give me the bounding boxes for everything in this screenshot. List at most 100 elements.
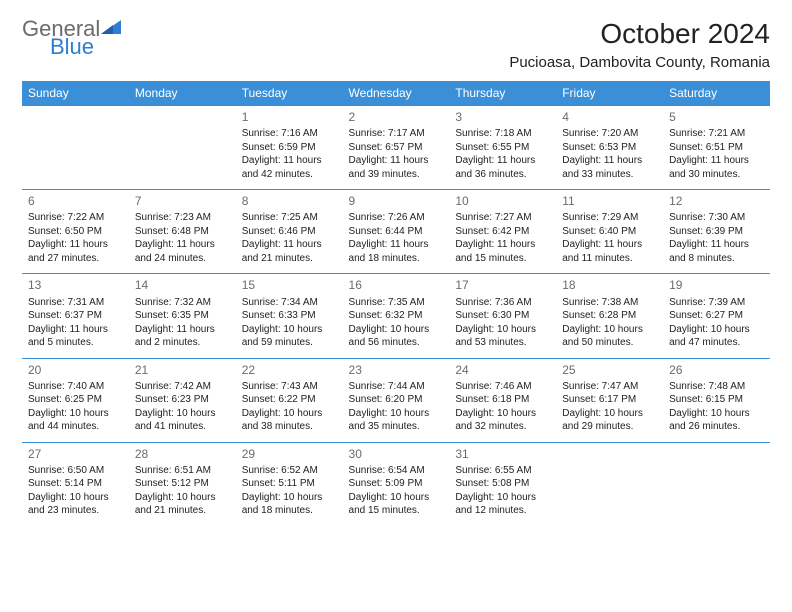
sunrise-line: Sunrise: 7:42 AM — [135, 380, 230, 394]
calendar-week-row: 6 Sunrise: 7:22 AMSunset: 6:50 PM Daylight… — [22, 190, 770, 274]
weekday-header: Friday — [556, 81, 663, 106]
daylight-line: Daylight: 10 hours and 59 minutes. — [242, 323, 337, 350]
day-number: 2 — [349, 109, 444, 125]
title-block: October 2024 Pucioasa, Dambovita County,… — [509, 18, 770, 71]
daylight-line: Daylight: 10 hours and 21 minutes. — [135, 491, 230, 518]
sunrise-line: Sunrise: 6:51 AM — [135, 464, 230, 478]
calendar-day-cell: 3Sunrise: 7:18 AMSunset: 6:55 PMDaylight… — [449, 106, 556, 190]
calendar-day-cell: 6Sunrise: 7:22 AMSunset: 6:50 PMDaylight… — [22, 190, 129, 274]
sunrise-line: Sunrise: 6:55 AM — [455, 464, 550, 478]
sunset-line: Sunset: 6:35 PM — [135, 309, 230, 323]
calendar-day-cell: 21Sunrise: 7:42 AMSunset: 6:23 PMDayligh… — [129, 358, 236, 442]
sunrise-line: Sunrise: 7:40 AM — [28, 380, 123, 394]
daylight-line: Daylight: 10 hours and 26 minutes. — [669, 407, 764, 434]
calendar-day-cell: 28Sunrise: 6:51 AMSunset: 5:12 PMDayligh… — [129, 442, 236, 526]
weekday-header: Monday — [129, 81, 236, 106]
sunset-line: Sunset: 5:09 PM — [349, 477, 444, 491]
brand-triangle-icon — [100, 19, 122, 40]
daylight-line: Daylight: 11 hours and 30 minutes. — [669, 154, 764, 181]
sunset-line: Sunset: 6:25 PM — [28, 393, 123, 407]
calendar-day-cell: 9Sunrise: 7:26 AMSunset: 6:44 PMDaylight… — [343, 190, 450, 274]
calendar-day-cell: 22Sunrise: 7:43 AMSunset: 6:22 PMDayligh… — [236, 358, 343, 442]
day-number: 3 — [455, 109, 550, 125]
sunrise-line: Sunrise: 7:35 AM — [349, 296, 444, 310]
daylight-line: Daylight: 11 hours and 15 minutes. — [455, 238, 550, 265]
calendar-day-cell: 31Sunrise: 6:55 AMSunset: 5:08 PMDayligh… — [449, 442, 556, 526]
brand-logo: General Blue — [22, 18, 122, 58]
day-number: 8 — [242, 193, 337, 209]
calendar-day-cell: 16Sunrise: 7:35 AMSunset: 6:32 PMDayligh… — [343, 274, 450, 358]
sunset-line: Sunset: 6:20 PM — [349, 393, 444, 407]
sunrise-line: Sunrise: 7:31 AM — [28, 296, 123, 310]
daylight-line: Daylight: 10 hours and 12 minutes. — [455, 491, 550, 518]
calendar-day-cell: 10Sunrise: 7:27 AMSunset: 6:42 PMDayligh… — [449, 190, 556, 274]
calendar-day-cell: 4Sunrise: 7:20 AMSunset: 6:53 PMDaylight… — [556, 106, 663, 190]
calendar-day-cell — [129, 106, 236, 190]
sunrise-line: Sunrise: 7:48 AM — [669, 380, 764, 394]
day-number: 6 — [28, 193, 123, 209]
daylight-line: Daylight: 11 hours and 2 minutes. — [135, 323, 230, 350]
sunrise-line: Sunrise: 7:29 AM — [562, 211, 657, 225]
sunrise-line: Sunrise: 7:22 AM — [28, 211, 123, 225]
day-number: 14 — [135, 277, 230, 293]
day-number: 7 — [135, 193, 230, 209]
calendar-day-cell: 1Sunrise: 7:16 AMSunset: 6:59 PMDaylight… — [236, 106, 343, 190]
calendar-day-cell: 2Sunrise: 7:17 AMSunset: 6:57 PMDaylight… — [343, 106, 450, 190]
sunrise-line: Sunrise: 7:44 AM — [349, 380, 444, 394]
daylight-line: Daylight: 10 hours and 41 minutes. — [135, 407, 230, 434]
calendar-day-cell: 23 Sunrise: 7:44 AMSunset: 6:20 PMDayligh… — [343, 358, 450, 442]
calendar-header-row: SundayMondayTuesdayWednesdayThursdayFrid… — [22, 81, 770, 106]
day-number: 23 — [349, 362, 444, 378]
sunrise-line: Sunrise: 7:39 AM — [669, 296, 764, 310]
daylight-line: Daylight: 11 hours and 24 minutes. — [135, 238, 230, 265]
weekday-header: Tuesday — [236, 81, 343, 106]
sunset-line: Sunset: 6:30 PM — [455, 309, 550, 323]
day-number: 24 — [455, 362, 550, 378]
calendar-week-row: 13Sunrise: 7:31 AMSunset: 6:37 PMDayligh… — [22, 274, 770, 358]
sunset-line: Sunset: 6:39 PM — [669, 225, 764, 239]
day-number: 5 — [669, 109, 764, 125]
day-number: 10 — [455, 193, 550, 209]
calendar-day-cell: 17Sunrise: 7:36 AMSunset: 6:30 PMDayligh… — [449, 274, 556, 358]
daylight-line: Daylight: 10 hours and 18 minutes. — [242, 491, 337, 518]
day-number: 20 — [28, 362, 123, 378]
daylight-line: Daylight: 10 hours and 38 minutes. — [242, 407, 337, 434]
daylight-line: Daylight: 10 hours and 47 minutes. — [669, 323, 764, 350]
location-text: Pucioasa, Dambovita County, Romania — [509, 54, 770, 71]
sunset-line: Sunset: 6:46 PM — [242, 225, 337, 239]
sunset-line: Sunset: 6:37 PM — [28, 309, 123, 323]
sunset-line: Sunset: 5:12 PM — [135, 477, 230, 491]
sunrise-line: Sunrise: 7:23 AM — [135, 211, 230, 225]
calendar-day-cell: 20 Sunrise: 7:40 AMSunset: 6:25 PMDayligh… — [22, 358, 129, 442]
header: General Blue October 2024 Pucioasa, Damb… — [22, 18, 770, 71]
calendar-day-cell: 15Sunrise: 7:34 AMSunset: 6:33 PMDayligh… — [236, 274, 343, 358]
sunset-line: Sunset: 6:17 PM — [562, 393, 657, 407]
sunset-line: Sunset: 6:50 PM — [28, 225, 123, 239]
sunrise-line: Sunrise: 7:36 AM — [455, 296, 550, 310]
daylight-line: Daylight: 10 hours and 44 minutes. — [28, 407, 123, 434]
calendar-day-cell: 7Sunrise: 7:23 AMSunset: 6:48 PMDaylight… — [129, 190, 236, 274]
calendar-week-row: 27Sunrise: 6:50 AMSunset: 5:14 PMDayligh… — [22, 442, 770, 526]
sunset-line: Sunset: 5:11 PM — [242, 477, 337, 491]
calendar-day-cell: 19Sunrise: 7:39 AMSunset: 6:27 PMDayligh… — [663, 274, 770, 358]
day-number: 17 — [455, 277, 550, 293]
day-number: 29 — [242, 446, 337, 462]
sunrise-line: Sunrise: 7:18 AM — [455, 127, 550, 141]
daylight-line: Daylight: 10 hours and 29 minutes. — [562, 407, 657, 434]
calendar-day-cell: 12Sunrise: 7:30 AMSunset: 6:39 PMDayligh… — [663, 190, 770, 274]
daylight-line: Daylight: 11 hours and 33 minutes. — [562, 154, 657, 181]
day-number: 1 — [242, 109, 337, 125]
daylight-line: Daylight: 11 hours and 36 minutes. — [455, 154, 550, 181]
sunset-line: Sunset: 6:32 PM — [349, 309, 444, 323]
weekday-header: Saturday — [663, 81, 770, 106]
daylight-line: Daylight: 10 hours and 50 minutes. — [562, 323, 657, 350]
calendar-day-cell: 18Sunrise: 7:38 AMSunset: 6:28 PMDayligh… — [556, 274, 663, 358]
daylight-line: Daylight: 10 hours and 35 minutes. — [349, 407, 444, 434]
sunrise-line: Sunrise: 7:47 AM — [562, 380, 657, 394]
sunset-line: Sunset: 6:27 PM — [669, 309, 764, 323]
day-number: 11 — [562, 193, 657, 209]
calendar-day-cell: 27Sunrise: 6:50 AMSunset: 5:14 PMDayligh… — [22, 442, 129, 526]
sunset-line: Sunset: 6:18 PM — [455, 393, 550, 407]
weekday-header: Thursday — [449, 81, 556, 106]
calendar-day-cell: 30Sunrise: 6:54 AMSunset: 5:09 PMDayligh… — [343, 442, 450, 526]
